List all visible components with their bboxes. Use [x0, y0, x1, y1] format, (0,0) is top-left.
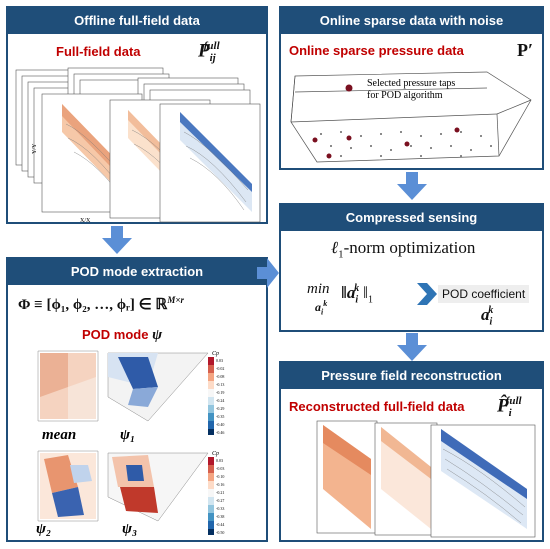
svg-text:-0.46: -0.46 [216, 430, 224, 435]
svg-text:-0.38: -0.38 [216, 514, 224, 519]
panel-title: Compressed sensing [281, 205, 542, 231]
mode-psi3-plot [107, 452, 209, 522]
mode-label-psi1: ψ₁ [120, 427, 135, 443]
sparse-data-label: Online sparse pressure data [289, 43, 464, 58]
panel-offline-data: Offline full-field data Full-field data … [6, 6, 268, 224]
tap-label-line2: for POD algorithm [367, 90, 443, 101]
l1-norm-formula: ‖aik ‖1 [341, 283, 373, 306]
axis-label-y: Y/Y [32, 143, 38, 154]
mode-psi2-plot [37, 450, 99, 522]
svg-text:-0.02: -0.02 [216, 366, 224, 371]
pod-coefficient-symbol: aik [481, 305, 494, 328]
building-pressure-taps-diagram: Selected pressure taps for POD algorithm [290, 71, 532, 163]
arrow-down-icon [102, 226, 132, 254]
colorbar-title: Cp [212, 351, 219, 357]
panel-online-data: Online sparse data with noise Online spa… [279, 6, 544, 170]
colorbar-title: Cp [212, 451, 219, 457]
svg-text:0.03: 0.03 [216, 358, 223, 363]
pod-mode-grid: mean ψ₁ Cp 0.03 -0.02 -0.08 -0.13 -0.19 … [36, 350, 224, 537]
sparse-data-symbol: P′ [517, 40, 534, 60]
panel-title: Pressure field reconstruction [281, 363, 542, 389]
svg-text:-0.40: -0.40 [216, 422, 224, 427]
norm-optimization-text: ℓ1-norm optimization [331, 238, 476, 261]
reconstructed-plot-stack [316, 420, 536, 538]
svg-text:-0.33: -0.33 [216, 506, 224, 511]
svg-text:-0.27: -0.27 [216, 498, 224, 503]
panel-title: POD mode extraction [8, 259, 266, 285]
full-field-label: Full-field data [56, 44, 141, 59]
chevron-right-icon [417, 283, 437, 305]
panel-title: Online sparse data with noise [281, 8, 542, 34]
svg-text:-0.21: -0.21 [216, 490, 224, 495]
mode-label-psi3: ψ₃ [122, 521, 137, 537]
svg-text:-0.10: -0.10 [216, 474, 224, 479]
svg-text:-0.16: -0.16 [216, 482, 224, 487]
colorbar-1: Cp 0.03 -0.02 -0.08 -0.13 -0.19 -0.24 -0… [208, 351, 224, 435]
reconstructed-label: Reconstructed full-field data [289, 399, 465, 414]
panel-reconstruction: Pressure field reconstruction Reconstruc… [279, 361, 544, 542]
pod-basis-matrix: Φ ≡ [ϕ₁, ϕ₂, …, ϕᵣ] ∈ ℝM×r [18, 295, 184, 313]
min-operator: min [307, 281, 330, 297]
svg-text:-0.13: -0.13 [216, 382, 224, 387]
full-field-plot-stack: Y/Y X/X [15, 67, 261, 224]
svg-text:-0.35: -0.35 [216, 414, 224, 419]
svg-text:-0.03: -0.03 [216, 466, 224, 471]
mode-label-mean: mean [42, 427, 76, 443]
panel-title: Offline full-field data [8, 8, 266, 34]
svg-text:0.03: 0.03 [216, 458, 223, 463]
mode-psi1-plot [107, 352, 209, 422]
arrow-right-icon [257, 258, 279, 288]
svg-text:-0.19: -0.19 [216, 390, 224, 395]
svg-text:-0.44: -0.44 [216, 522, 224, 527]
min-subscript: aik [315, 299, 328, 317]
arrow-down-icon [397, 333, 427, 361]
pod-mode-label: POD mode ψ [82, 327, 163, 343]
mode-mean-plot [37, 350, 99, 422]
svg-text:-0.24: -0.24 [216, 398, 224, 403]
svg-text:-0.29: -0.29 [216, 406, 224, 411]
svg-text:-0.08: -0.08 [216, 374, 224, 379]
axis-label-x: X/X [80, 218, 91, 224]
full-field-symbol: Pijfull [198, 40, 220, 65]
pod-coefficient-badge: POD coefficient [438, 285, 530, 303]
arrow-down-icon [397, 172, 427, 200]
tap-label-line1: Selected pressure taps [367, 78, 455, 89]
colorbar-2: Cp 0.03 -0.03 -0.10 -0.16 -0.21 -0.27 -0… [208, 451, 224, 535]
mode-label-psi2: ψ₂ [36, 521, 51, 537]
reconstructed-symbol: P̂ifull [497, 395, 522, 420]
panel-compressed-sensing: Compressed sensing ℓ1-norm optimization … [279, 203, 544, 332]
panel-pod-extraction: POD mode extraction Φ ≡ [ϕ₁, ϕ₂, …, ϕᵣ] … [6, 257, 268, 542]
svg-text:-0.50: -0.50 [216, 530, 224, 535]
